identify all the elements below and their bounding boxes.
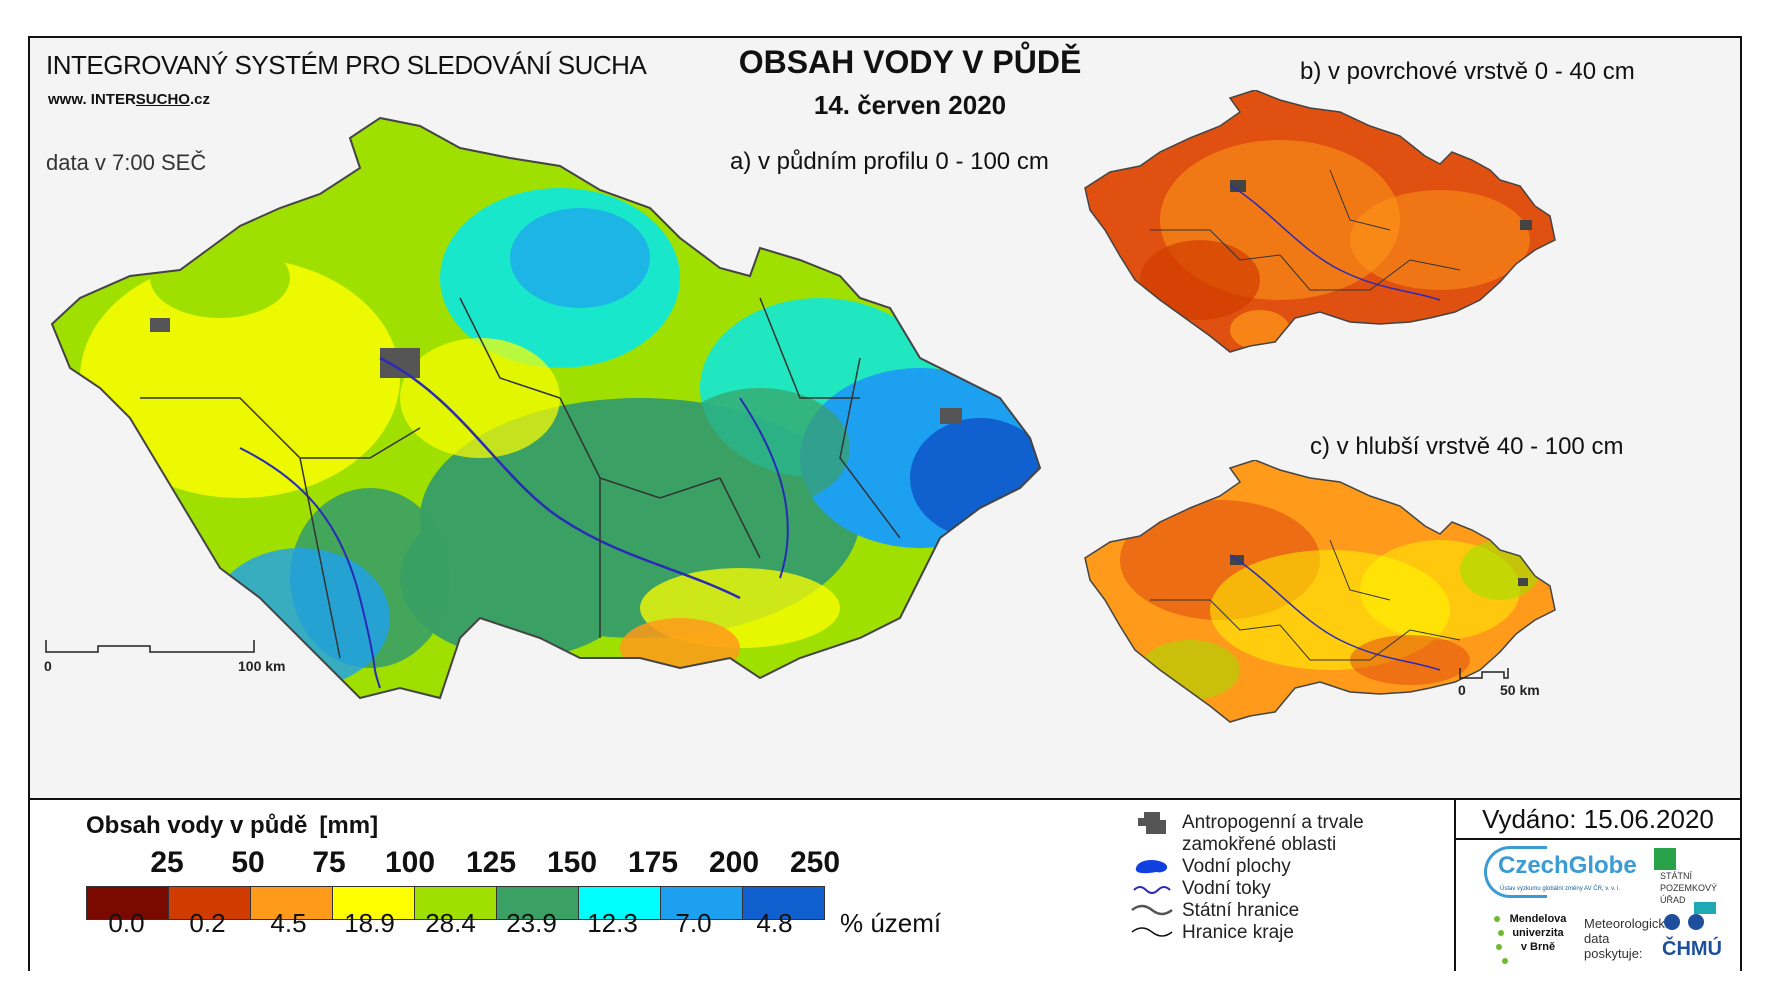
legend-pct-value: 4.5 xyxy=(270,908,307,938)
symbol-legend: Antropogenní a trvale zamokřené oblasti V… xyxy=(1130,812,1364,944)
map-date: 14. červen 2020 xyxy=(813,90,1007,120)
legend-value: 75 xyxy=(312,846,346,879)
map-b-surface-layer xyxy=(1084,90,1556,353)
data-time-label: data v 7:00 SEČ xyxy=(46,150,207,175)
legend-value: 125 xyxy=(465,846,517,879)
maps-panel: INTEGROVANÝ SYSTÉM PRO SLEDOVÁNÍ SUCHA w… xyxy=(30,38,1740,798)
watercourse-icon xyxy=(1130,878,1174,898)
water-body-icon xyxy=(1130,856,1174,876)
czechglobe-subtitle: Ústav výzkumu globální změny AV ČR, v. v… xyxy=(1500,886,1621,892)
legend-pct-value: 18.9 xyxy=(344,908,395,938)
legend-swatch xyxy=(497,887,579,919)
symbol-anthropogenic: Antropogenní a trvale zamokřené oblasti xyxy=(1130,812,1364,856)
scale-bar-small xyxy=(1459,668,1509,679)
legend-value: 175 xyxy=(627,846,679,879)
legend-swatch xyxy=(579,887,661,919)
region-border-icon xyxy=(1130,922,1174,942)
legend-pct-value: 28.4 xyxy=(425,908,476,938)
legend-value: 25 xyxy=(150,846,184,879)
legend-title: Obsah vody v půdě [mm] xyxy=(86,812,379,839)
legend-pct-value: 0.2 xyxy=(189,908,226,938)
legend-swatch xyxy=(169,887,251,919)
meteo-data-label: Meteorologická data poskytuje: xyxy=(1584,916,1673,961)
legend-pct-value: 0.0 xyxy=(108,908,145,938)
symbol-watercourses: Vodní toky xyxy=(1130,878,1364,900)
legend-value: 200 xyxy=(708,846,760,879)
map-a-label: a) v půdním profilu 0 - 100 cm xyxy=(730,148,1049,175)
legend-swatch xyxy=(333,887,415,919)
legend-panel: Obsah vody v půdě [mm] 25 50 75 100 125 150 175… xyxy=(30,798,1740,971)
map-b-label: b) v povrchové vrstvě 0 - 40 cm xyxy=(1300,58,1635,85)
symbol-region-border: Hranice kraje xyxy=(1130,922,1364,944)
system-name: INTEGROVANÝ SYSTÉM PRO SLEDOVÁNÍ SUCHA xyxy=(46,50,647,80)
symbol-water-bodies: Vodní plochy xyxy=(1130,856,1364,878)
legend-swatch xyxy=(661,887,743,919)
scale-bar-main xyxy=(45,640,255,653)
legend-pct-value: 7.0 xyxy=(675,908,712,938)
issued-date: Vydáno: 15.06.2020 xyxy=(1456,800,1740,840)
legend-swatch xyxy=(251,887,333,919)
website-url[interactable]: www. INTERSUCHO.cz xyxy=(48,91,210,108)
scale-small-start: 0 xyxy=(1458,682,1466,698)
legend-pct-label: % území xyxy=(840,908,942,938)
map-c-deep-layer xyxy=(1084,460,1556,723)
legend-pct-value: 23.9 xyxy=(506,908,557,938)
state-border-icon xyxy=(1130,900,1174,920)
legend-value: 250 xyxy=(789,846,841,879)
czechglobe-logo: CzechGlobe xyxy=(1484,846,1637,898)
legend-value: 100 xyxy=(384,846,436,879)
divider xyxy=(1454,800,1456,971)
legend-value: 50 xyxy=(231,846,265,879)
scale-main-start: 0 xyxy=(44,658,52,674)
map-frame: INTEGROVANÝ SYSTÉM PRO SLEDOVÁNÍ SUCHA w… xyxy=(28,36,1742,971)
map-c-label: c) v hlubší vrstvě 40 - 100 cm xyxy=(1310,433,1624,460)
symbol-state-border: Státní hranice xyxy=(1130,900,1364,922)
legend-pct-value: 12.3 xyxy=(587,908,638,938)
legend-swatch xyxy=(415,887,497,919)
map-a-soil-profile xyxy=(51,117,1041,699)
legend-swatches xyxy=(86,886,825,920)
legend-swatch xyxy=(87,887,169,919)
page-title: OBSAH VODY V PŮDĚ xyxy=(738,44,1082,80)
scale-small-end: 50 km xyxy=(1500,682,1540,698)
legend-pct-value: 4.8 xyxy=(756,908,793,938)
legend-value: 150 xyxy=(546,846,598,879)
anthropogenic-area-icon xyxy=(1130,812,1174,834)
legend-swatch xyxy=(743,887,824,919)
scale-main-end: 100 km xyxy=(238,658,286,674)
